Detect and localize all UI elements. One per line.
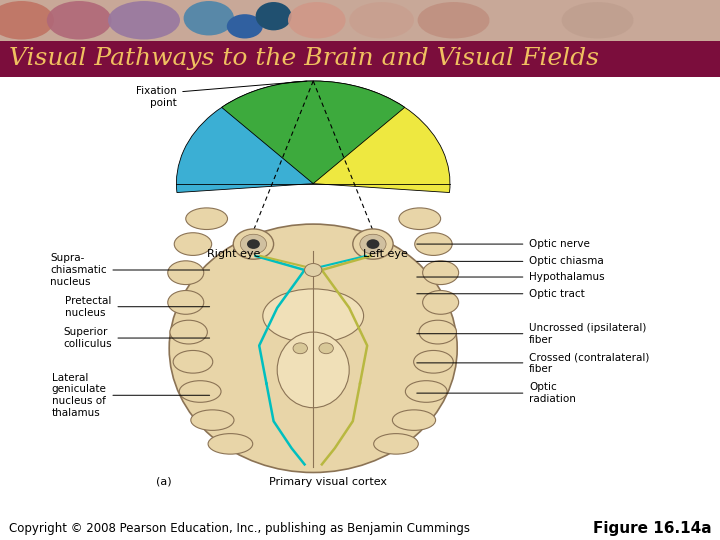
Text: Right eye: Right eye — [207, 249, 261, 260]
Ellipse shape — [47, 1, 112, 39]
Text: Pretectal
nucleus: Pretectal nucleus — [66, 296, 112, 318]
Text: Optic chiasma: Optic chiasma — [529, 256, 604, 266]
Wedge shape — [313, 81, 450, 193]
Ellipse shape — [277, 332, 349, 408]
Text: Lateral
geniculate
nucleus of
thalamus: Lateral geniculate nucleus of thalamus — [52, 373, 107, 417]
Ellipse shape — [208, 434, 253, 454]
Ellipse shape — [419, 320, 456, 344]
Circle shape — [293, 343, 307, 354]
Ellipse shape — [191, 410, 234, 430]
Circle shape — [305, 264, 322, 276]
Ellipse shape — [0, 1, 54, 39]
Ellipse shape — [399, 208, 441, 230]
Text: Uncrossed (ipsilateral)
fiber: Uncrossed (ipsilateral) fiber — [529, 323, 647, 345]
Ellipse shape — [186, 208, 228, 230]
Ellipse shape — [423, 261, 459, 285]
Text: Fixation
point: Fixation point — [135, 86, 176, 108]
Text: Superior
colliculus: Superior colliculus — [63, 327, 112, 349]
FancyBboxPatch shape — [0, 40, 720, 77]
Text: Optic
radiation: Optic radiation — [529, 382, 576, 404]
Text: Optic tract: Optic tract — [529, 289, 585, 299]
Ellipse shape — [405, 381, 447, 402]
Ellipse shape — [562, 2, 634, 38]
Ellipse shape — [108, 1, 180, 39]
Ellipse shape — [168, 291, 204, 314]
Text: Supra-
chiasmatic
nucleus: Supra- chiasmatic nucleus — [50, 253, 107, 287]
Ellipse shape — [174, 233, 212, 255]
Text: Crossed (contralateral)
fiber: Crossed (contralateral) fiber — [529, 352, 649, 374]
Text: Copyright © 2008 Pearson Education, Inc., publishing as Benjamin Cummings: Copyright © 2008 Pearson Education, Inc.… — [9, 522, 469, 535]
Ellipse shape — [170, 320, 207, 344]
Ellipse shape — [184, 1, 234, 36]
Text: Left eye: Left eye — [363, 249, 408, 260]
Ellipse shape — [374, 434, 418, 454]
Circle shape — [247, 239, 260, 249]
Ellipse shape — [413, 350, 454, 373]
Ellipse shape — [288, 2, 346, 38]
Circle shape — [240, 234, 266, 254]
Circle shape — [233, 229, 274, 259]
Circle shape — [360, 234, 386, 254]
Ellipse shape — [256, 2, 292, 30]
Ellipse shape — [168, 261, 204, 285]
Text: Visual Pathways to the Brain and Visual Fields: Visual Pathways to the Brain and Visual … — [9, 48, 598, 70]
Ellipse shape — [392, 410, 436, 430]
Ellipse shape — [415, 233, 452, 255]
Wedge shape — [222, 81, 405, 184]
Ellipse shape — [227, 14, 263, 38]
Text: Figure 16.14a: Figure 16.14a — [593, 521, 711, 536]
Text: Optic nerve: Optic nerve — [529, 239, 590, 249]
Ellipse shape — [634, 2, 706, 38]
Circle shape — [319, 343, 333, 354]
Circle shape — [366, 239, 379, 249]
Wedge shape — [176, 81, 313, 193]
Text: (a): (a) — [156, 477, 172, 487]
FancyBboxPatch shape — [0, 0, 720, 40]
Ellipse shape — [179, 381, 221, 402]
Ellipse shape — [263, 289, 364, 343]
Ellipse shape — [490, 2, 562, 38]
Ellipse shape — [418, 2, 490, 38]
Ellipse shape — [173, 350, 213, 373]
Circle shape — [353, 229, 393, 259]
Text: Hypothalamus: Hypothalamus — [529, 272, 605, 282]
Ellipse shape — [169, 224, 457, 472]
Ellipse shape — [349, 2, 414, 38]
Text: Primary visual cortex: Primary visual cortex — [269, 477, 387, 487]
Ellipse shape — [423, 291, 459, 314]
